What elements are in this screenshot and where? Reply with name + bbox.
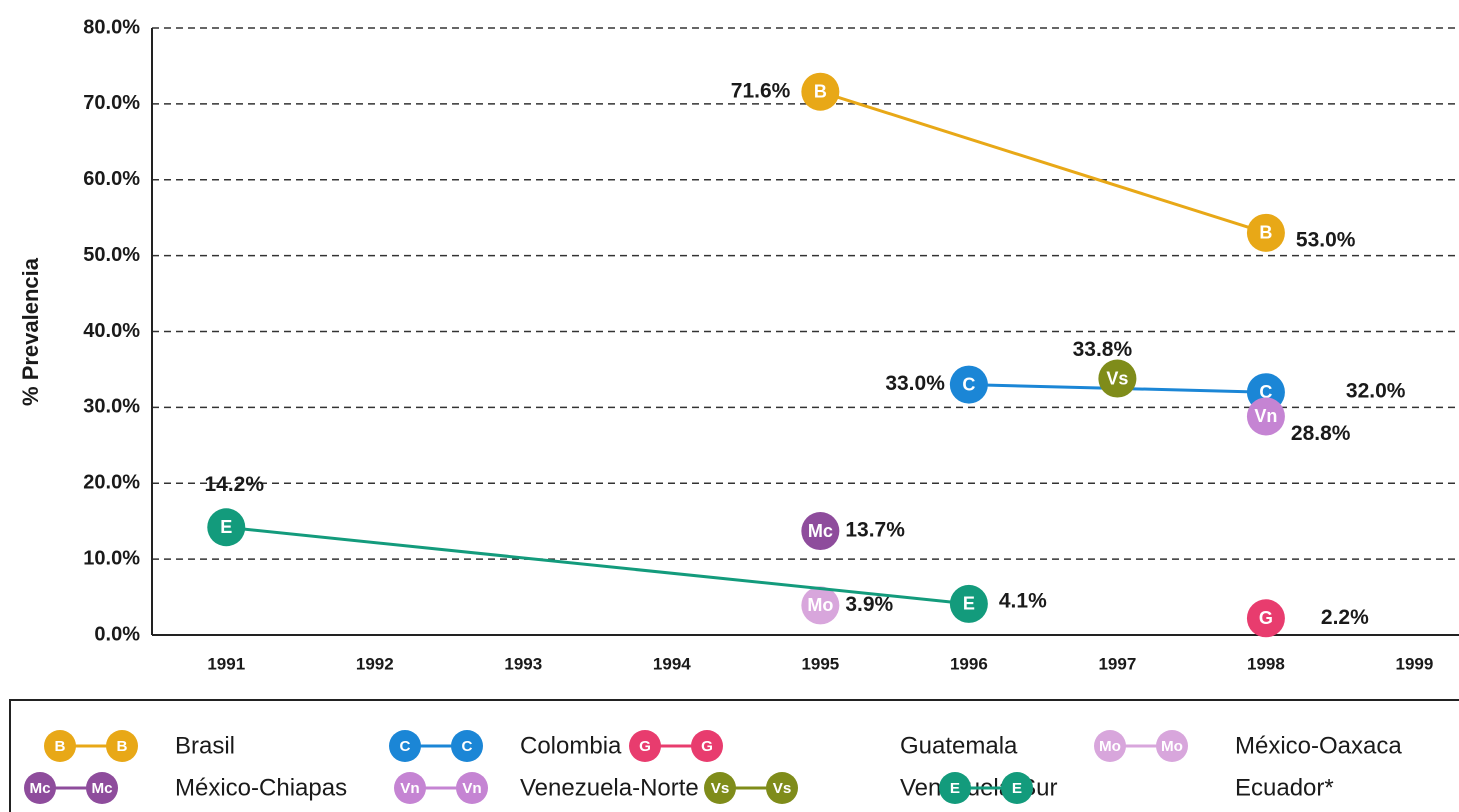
- marker: [949, 365, 988, 404]
- data-label: 33.8%: [1073, 338, 1133, 361]
- marker: [1001, 772, 1033, 804]
- marker: [1246, 397, 1285, 436]
- x-tick-label: 1991: [207, 654, 245, 673]
- marker-letter: G: [701, 738, 713, 755]
- marker: [766, 772, 798, 804]
- marker-letter: Vn: [1254, 406, 1277, 426]
- marker-letter: C: [1259, 382, 1272, 402]
- y-tick-label: 30.0%: [83, 396, 140, 418]
- marker: [389, 730, 421, 762]
- marker-letter: Mo: [807, 595, 833, 615]
- marker: [394, 772, 426, 804]
- marker-letter: E: [220, 517, 232, 537]
- legend-label: Brasil: [175, 732, 235, 759]
- y-tick-label: 20.0%: [83, 472, 140, 494]
- legend-label: México-Chiapas: [175, 774, 347, 801]
- y-axis-label: % Prevalencia: [18, 257, 43, 406]
- marker: [1098, 359, 1137, 398]
- data-label: 3.9%: [845, 593, 893, 616]
- legend-label: Colombia: [520, 732, 622, 759]
- marker: [1156, 730, 1188, 762]
- y-tick-label: 40.0%: [83, 320, 140, 342]
- marker-letter: Vn: [462, 780, 481, 797]
- legend-label: México-Oaxaca: [1235, 732, 1402, 759]
- legend-box: [9, 699, 1459, 812]
- x-tick-label: 1998: [1247, 654, 1285, 673]
- data-label: 33.0%: [885, 372, 945, 395]
- marker: [801, 72, 840, 111]
- marker-letter: C: [962, 374, 975, 394]
- series-line: [226, 525, 970, 606]
- marker-letter: Mc: [29, 780, 50, 797]
- marker-letter: G: [639, 738, 651, 755]
- marker-letter: Vs: [711, 780, 730, 797]
- marker: [939, 772, 971, 804]
- data-label: 13.7%: [845, 519, 905, 542]
- x-tick-label: 1997: [1098, 654, 1136, 673]
- marker-letter: C: [400, 738, 411, 755]
- y-tick-label: 80.0%: [83, 16, 140, 38]
- y-tick-label: 70.0%: [83, 92, 140, 114]
- marker: [1246, 213, 1285, 252]
- marker-letter: Vn: [400, 780, 419, 797]
- marker-letter: Mc: [91, 780, 112, 797]
- marker: [949, 584, 988, 623]
- data-label: 2.2%: [1321, 606, 1369, 629]
- x-tick-label: 1994: [653, 654, 691, 673]
- legend-label: Guatemala: [900, 732, 1018, 759]
- marker-letter: B: [117, 738, 128, 755]
- x-tick-label: 1993: [504, 654, 542, 673]
- marker: [207, 508, 246, 547]
- y-tick-label: 10.0%: [83, 547, 140, 569]
- marker: [704, 772, 736, 804]
- marker-letter: Vs: [1106, 368, 1128, 388]
- marker-letter: Mc: [808, 521, 833, 541]
- marker: [629, 730, 661, 762]
- marker: [106, 730, 138, 762]
- marker-letter: B: [1259, 223, 1272, 243]
- y-tick-label: 0.0%: [94, 623, 140, 645]
- marker-letter: Mo: [1161, 738, 1183, 755]
- marker: [801, 586, 840, 625]
- marker-letter: Mo: [1099, 738, 1121, 755]
- marker: [456, 772, 488, 804]
- marker: [1094, 730, 1126, 762]
- marker-letter: G: [1259, 608, 1273, 628]
- legend-label: Ecuador*: [1235, 774, 1334, 801]
- x-tick-label: 1999: [1396, 654, 1434, 673]
- marker: [44, 730, 76, 762]
- data-label: 32.0%: [1346, 380, 1406, 403]
- marker: [801, 512, 840, 551]
- x-tick-label: 1996: [950, 654, 988, 673]
- data-label: 28.8%: [1291, 422, 1351, 445]
- marker: [24, 772, 56, 804]
- marker: [691, 730, 723, 762]
- data-label: 53.0%: [1296, 228, 1356, 251]
- x-tick-label: 1992: [356, 654, 394, 673]
- legend-label: Venezuela-Norte: [520, 774, 699, 801]
- data-label: 71.6%: [731, 79, 791, 102]
- marker-letter: E: [963, 594, 975, 614]
- marker-letter: Vs: [773, 780, 792, 797]
- marker: [1246, 599, 1285, 638]
- marker-letter: E: [1012, 780, 1022, 797]
- marker: [451, 730, 483, 762]
- series-line: [819, 90, 1267, 235]
- marker: [86, 772, 118, 804]
- data-label: 14.2%: [204, 473, 264, 496]
- marker-letter: B: [814, 82, 827, 102]
- y-tick-label: 50.0%: [83, 244, 140, 266]
- data-label: 4.1%: [999, 589, 1047, 612]
- y-tick-label: 60.0%: [83, 168, 140, 190]
- marker-letter: E: [950, 780, 960, 797]
- marker-letter: C: [462, 738, 473, 755]
- marker-letter: B: [55, 738, 66, 755]
- x-tick-label: 1995: [801, 654, 839, 673]
